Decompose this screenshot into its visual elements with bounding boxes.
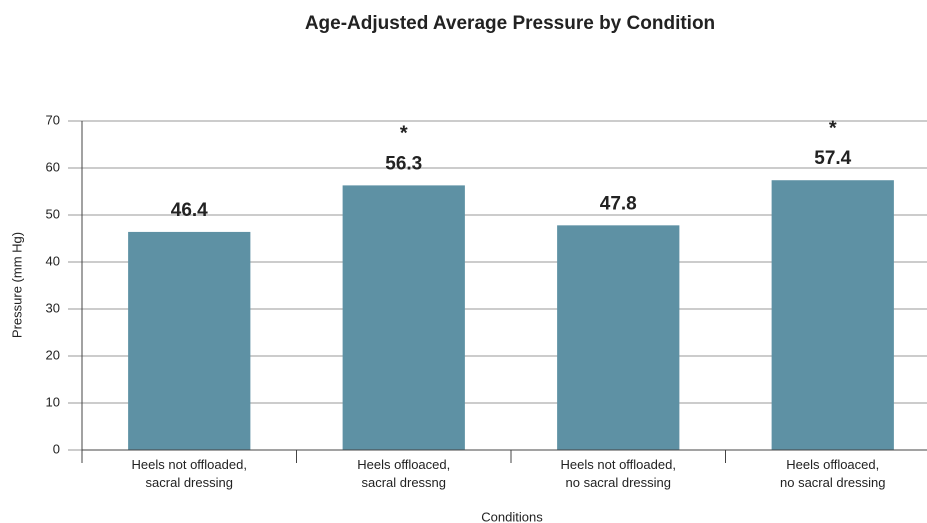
y-tick-label: 50 xyxy=(46,206,60,221)
y-axis-label: Pressure (mm Hg) xyxy=(9,232,24,338)
x-axis-label: Conditions xyxy=(481,509,543,523)
x-tick-label-line: sacral dressing xyxy=(146,475,233,490)
y-tick-label: 30 xyxy=(46,300,60,315)
x-tick-label-line: Heels offloaced, xyxy=(357,457,450,472)
y-tick-label: 10 xyxy=(46,394,60,409)
value-label: 57.4 xyxy=(814,148,851,169)
x-tick-label: Heels not offloaded, no sacral dressing xyxy=(561,457,676,490)
value-label: 46.4 xyxy=(171,200,208,221)
x-tick-label-line: no sacral dressing xyxy=(780,475,886,490)
y-tick-label: 0 xyxy=(53,441,60,456)
chart-title: Age-Adjusted Average Pressure by Conditi… xyxy=(305,13,715,34)
x-tick-label-line: Heels not offloaded, xyxy=(561,457,676,472)
x-tick-label: Heels offloaced, no sacral dressing xyxy=(780,457,886,490)
x-tick-label-line: Heels not offloaded, xyxy=(132,457,247,472)
bar xyxy=(557,225,680,450)
value-label: 56.3 xyxy=(385,153,422,174)
x-tick-label: Heels offloaced, sacral dressng xyxy=(357,457,450,490)
x-tick-label-line: Heels offloaced, xyxy=(786,457,879,472)
y-tick-label: 40 xyxy=(46,253,60,268)
y-tick-label: 20 xyxy=(46,347,60,362)
x-tick-label: Heels not offloaded, sacral dressing xyxy=(132,457,247,490)
annotation: * xyxy=(829,118,837,140)
bar xyxy=(128,231,251,450)
x-tick-label-line: sacral dressng xyxy=(361,475,446,490)
y-tick-label: 60 xyxy=(46,159,60,174)
x-tick-label-line: no sacral dressing xyxy=(566,475,672,490)
bar xyxy=(342,185,465,450)
bar xyxy=(771,180,894,450)
annotation: * xyxy=(400,123,408,145)
y-tick-label: 70 xyxy=(46,112,60,127)
value-label: 47.8 xyxy=(600,193,637,214)
